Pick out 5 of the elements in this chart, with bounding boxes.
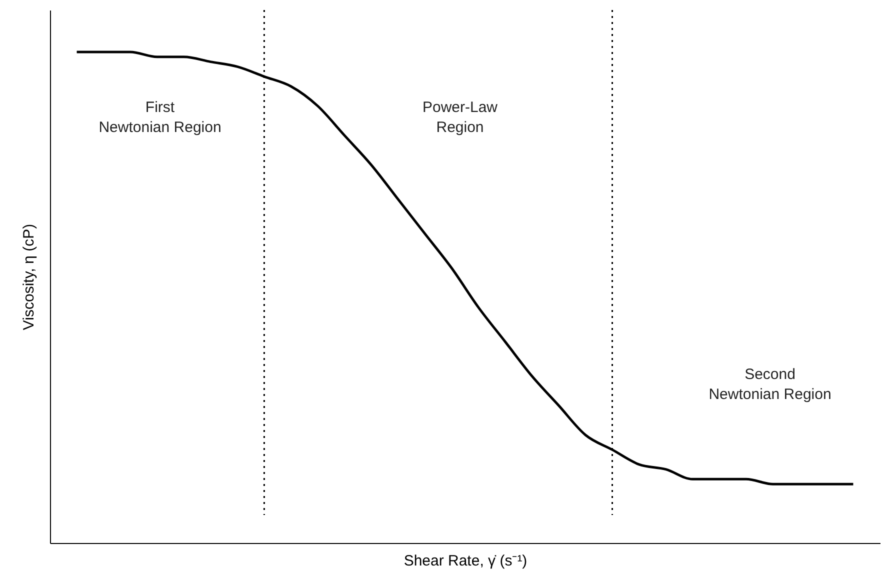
x-axis-title: Shear Rate, γ̇ (s⁻¹): [404, 552, 528, 570]
annotation: First Newtonian Region: [98, 99, 222, 136]
annotation: Power-Law Region: [422, 99, 498, 136]
annotation: Second Newtonian Region: [708, 366, 832, 403]
y-axis-title: Viscosity, η (cP): [20, 224, 38, 330]
